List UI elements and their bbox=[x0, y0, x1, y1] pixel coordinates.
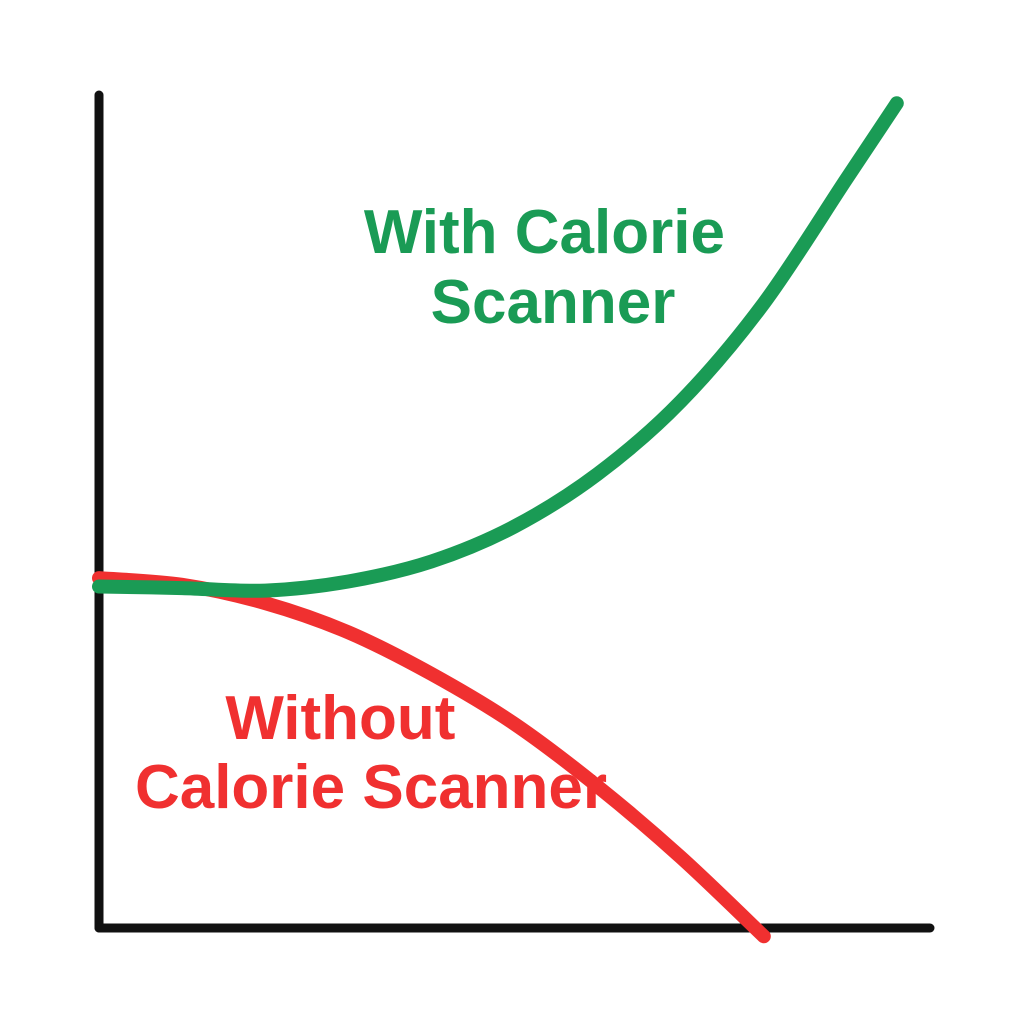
series-label-with-calorie-scanner: With Calorie Scanner bbox=[364, 198, 742, 337]
series-line-with-calorie-scanner bbox=[92, 96, 904, 598]
series-label-line: With Calorie bbox=[364, 198, 725, 267]
series-label-line: Calorie Scanner bbox=[135, 753, 607, 822]
series-label-line: Scanner bbox=[431, 268, 676, 337]
series-label-line: Without bbox=[225, 684, 455, 753]
series-label-without-calorie-scanner: Without Calorie Scanner bbox=[135, 684, 607, 822]
